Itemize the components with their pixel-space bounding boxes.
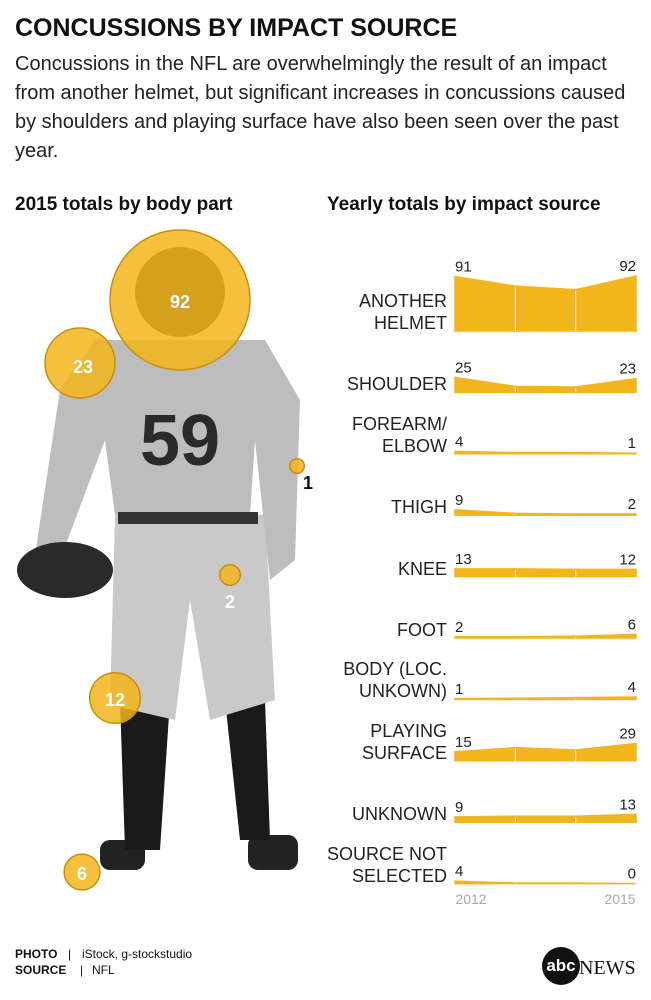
- bubble-label: 1: [303, 473, 313, 493]
- value-label: 91: [455, 259, 472, 276]
- bubble-label: 2: [225, 592, 235, 612]
- series-label: SHOULDER: [346, 374, 447, 395]
- chart-title: Yearly totals by impact source: [327, 194, 601, 215]
- area: [454, 696, 637, 701]
- bubble: [44, 327, 116, 399]
- area: [454, 450, 637, 455]
- bubble-label: 12: [105, 690, 125, 710]
- value-label: 92: [619, 258, 636, 275]
- bubble-label: 6: [77, 864, 87, 884]
- bubble: [88, 671, 142, 725]
- credit-label: SOURCE: [15, 963, 66, 977]
- value-label: 23: [619, 361, 636, 378]
- value-label: 6: [628, 616, 636, 633]
- value-label: 4: [455, 863, 463, 880]
- value-label: 29: [619, 725, 636, 742]
- value-label: 0: [628, 866, 636, 883]
- series-label: PLAYING SURFACE: [361, 720, 447, 763]
- bubble: [288, 457, 306, 475]
- area: [454, 568, 637, 578]
- separator: |: [80, 963, 83, 977]
- page-subtitle: Concussions in the NFL are overwhelmingl…: [15, 53, 626, 162]
- value-label: 12: [619, 551, 636, 568]
- series-label: SOURCE NOT SELECTED: [326, 843, 447, 886]
- credit-text: NFL: [92, 963, 115, 977]
- value-label: 9: [455, 492, 463, 509]
- credit-text: iStock, g-stockstudio: [82, 947, 192, 961]
- series-label: ANOTHER HELMET: [358, 291, 447, 333]
- area: [454, 275, 637, 332]
- value-label: 13: [455, 551, 472, 568]
- value-label: 1: [628, 435, 636, 452]
- value-label: 2: [455, 619, 463, 636]
- bubble-label: 23: [73, 357, 93, 377]
- value-label: 4: [455, 433, 463, 450]
- area: [454, 633, 637, 639]
- bubble: [109, 229, 251, 371]
- area: [454, 813, 637, 823]
- value-label: 13: [619, 796, 636, 813]
- separator: |: [68, 947, 71, 961]
- area: [454, 880, 637, 885]
- bubble: [218, 563, 242, 587]
- x-tick-label: 2015: [604, 891, 635, 907]
- area: [454, 509, 637, 516]
- jersey-number: 59: [140, 401, 220, 481]
- x-tick-label: 2012: [455, 891, 486, 907]
- logo-mark: abc: [546, 956, 575, 975]
- value-label: 25: [455, 359, 472, 376]
- value-label: 9: [455, 799, 463, 816]
- chart-title: 2015 totals by body part: [15, 194, 233, 215]
- value-label: 1: [455, 681, 463, 698]
- credit-label: PHOTO: [15, 947, 57, 961]
- bubble-label: 92: [170, 292, 190, 312]
- series-label: THIGH: [391, 497, 447, 518]
- series-label: BODY (LOC. UNKOWN): [343, 659, 447, 702]
- value-label: 2: [628, 496, 636, 513]
- series-label: FOREARM/ ELBOW: [351, 413, 447, 456]
- area: [454, 742, 637, 762]
- value-label: 15: [455, 734, 472, 751]
- page-title: CONCUSSIONS BY IMPACT SOURCE: [15, 14, 458, 42]
- series-label: KNEE: [397, 558, 447, 579]
- logo-circle: [542, 947, 580, 985]
- bubble: [63, 853, 101, 891]
- area: [454, 376, 637, 394]
- series-label: FOOT: [397, 620, 447, 640]
- logo-text: NEWS: [579, 957, 636, 979]
- value-label: 4: [628, 679, 636, 696]
- series-label: UNKNOWN: [352, 804, 447, 825]
